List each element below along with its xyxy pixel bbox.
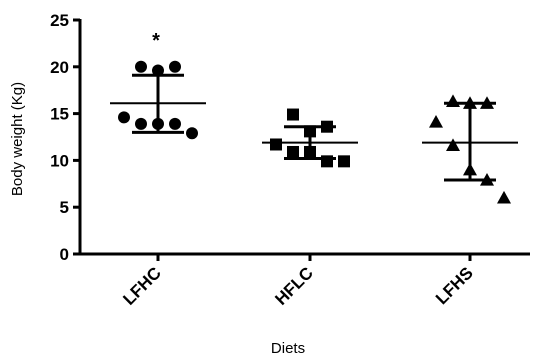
data-point — [463, 96, 477, 109]
data-point — [480, 96, 494, 109]
y-tick-label: 5 — [60, 198, 69, 217]
plot-area: 0 5 10 15 20 25 LFHC HFLC LFHS * — [50, 11, 530, 309]
data-point — [287, 145, 299, 158]
y-tick-label: 20 — [50, 58, 69, 77]
x-tick-label: LFHS — [432, 263, 477, 308]
y-tick-label: 10 — [50, 151, 69, 170]
data-point — [304, 145, 316, 158]
data-point — [152, 117, 164, 130]
data-point — [118, 111, 130, 124]
y-tick-label: 0 — [60, 245, 69, 264]
data-point — [446, 138, 460, 152]
data-point — [446, 94, 460, 108]
x-tick-label: HFLC — [271, 263, 316, 308]
x-axis-title: Diets — [271, 340, 305, 357]
data-point — [321, 155, 333, 168]
data-point — [152, 64, 164, 77]
data-point — [287, 108, 299, 121]
data-point — [304, 125, 316, 138]
data-point — [270, 138, 282, 151]
y-axis-title: Body weight (Kg) — [9, 82, 26, 196]
data-point — [135, 60, 147, 73]
x-tick-label: LFHC — [119, 263, 164, 308]
data-point — [135, 117, 147, 130]
y-tick-label: 15 — [50, 105, 69, 124]
data-point — [480, 173, 494, 186]
data-point — [338, 155, 350, 168]
y-tick-label: 25 — [50, 11, 69, 30]
data-point — [186, 127, 198, 140]
data-point — [497, 190, 511, 204]
data-point — [169, 117, 181, 130]
data-point — [321, 120, 333, 133]
significance-marker: * — [152, 30, 160, 52]
data-point — [429, 115, 443, 128]
data-point — [169, 60, 181, 73]
data-point — [463, 162, 477, 176]
